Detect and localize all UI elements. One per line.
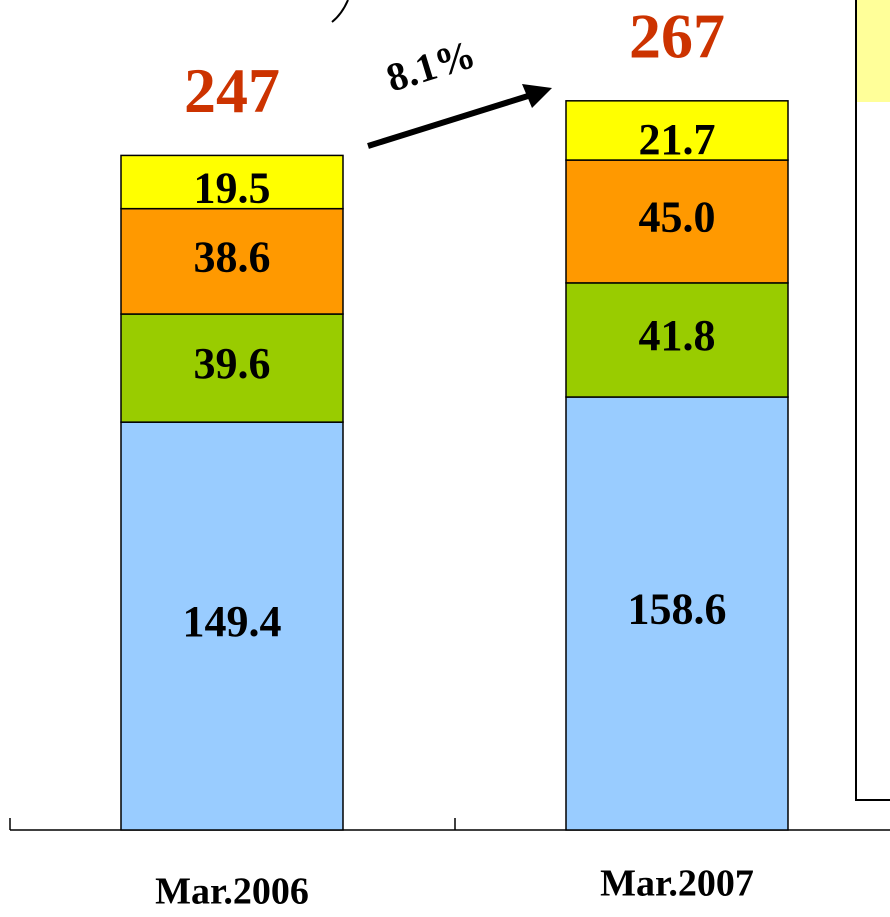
bar-segment (565, 396, 789, 831)
segment-label: 45.0 (639, 193, 716, 242)
segment-label: 149.4 (183, 597, 282, 646)
bar-segment (120, 421, 344, 831)
x-tick-label: Mar.2006 (155, 871, 309, 913)
bar-segment (565, 159, 789, 284)
bar-segment (120, 154, 344, 210)
bar-segment (565, 100, 789, 161)
growth-label: 8.1% (381, 31, 480, 100)
segment-label: 38.6 (194, 232, 271, 281)
arrow-head (522, 84, 552, 108)
total-label: 267 (629, 1, 725, 72)
side-panel-header (856, 0, 890, 102)
segment-label: 158.6 (628, 585, 727, 634)
growth-arrow (367, 93, 529, 149)
decoration (331, 0, 349, 23)
segment-label: 39.6 (194, 339, 271, 388)
segment-label: 19.5 (194, 164, 271, 213)
bar-segment (120, 207, 344, 315)
segment-label: 21.7 (639, 115, 716, 164)
total-label: 247 (184, 55, 280, 126)
x-tick-label: Mar.2007 (600, 863, 754, 905)
side-panel (855, 0, 890, 801)
segment-label: 41.8 (639, 311, 716, 360)
bar-segment (565, 282, 789, 398)
